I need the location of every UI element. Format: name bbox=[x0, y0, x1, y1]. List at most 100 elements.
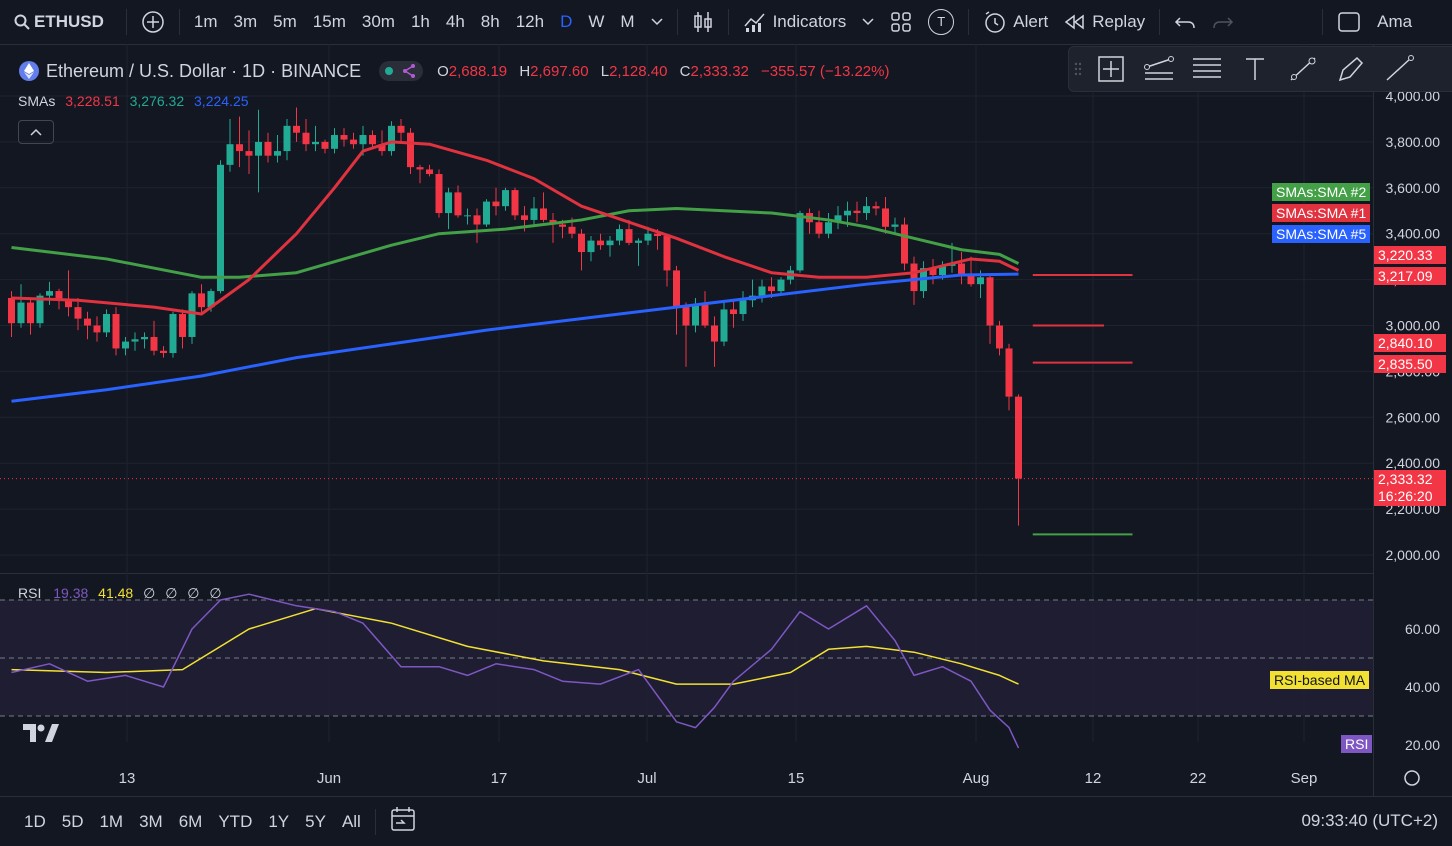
interval-30m-button[interactable]: 30m bbox=[361, 12, 395, 31]
range-1m-button[interactable]: 1M bbox=[99, 811, 124, 831]
text-tool[interactable] bbox=[1231, 56, 1279, 82]
tradingview-logo[interactable] bbox=[22, 722, 60, 749]
candle-body bbox=[217, 164, 224, 292]
candle-body bbox=[473, 215, 481, 225]
main-legend: Ethereum / U.S. Dollar · 1D · BINANCE O2… bbox=[18, 60, 897, 82]
range-5d-button[interactable]: 5D bbox=[61, 811, 84, 831]
interval-3m-button[interactable]: 3m bbox=[233, 12, 258, 31]
candle-body bbox=[8, 297, 15, 324]
interval-15m-button[interactable]: 15m bbox=[312, 12, 346, 31]
interval-1m-button[interactable]: 1m bbox=[193, 12, 218, 31]
range-3m-button[interactable]: 3M bbox=[139, 811, 163, 831]
crosshair-tool[interactable] bbox=[1087, 55, 1135, 83]
chevron-down-icon bbox=[862, 18, 874, 26]
fullscreen-button[interactable] bbox=[1329, 0, 1369, 44]
price-tick-label: 2,400.00 bbox=[1386, 455, 1441, 471]
line-tool[interactable] bbox=[1375, 55, 1423, 83]
interval-m-button[interactable]: M bbox=[620, 12, 635, 31]
range-5y-button[interactable]: 5Y bbox=[305, 811, 326, 831]
symbol-title[interactable]: Ethereum / U.S. Dollar · 1D · BINANCE bbox=[46, 60, 362, 81]
range-6m-button[interactable]: 6M bbox=[178, 811, 203, 831]
interval-w-button[interactable]: W bbox=[588, 12, 605, 31]
clock[interactable]: 09:33:40 (UTC+2) bbox=[1301, 811, 1438, 830]
interval-d-button[interactable]: D bbox=[560, 12, 573, 31]
rsi-legend[interactable]: RSI 19.38 41.48 ∅ ∅ ∅ ∅ bbox=[18, 585, 222, 602]
price-badge-3: 2,840.10 bbox=[1374, 334, 1446, 352]
gear-icon[interactable] bbox=[1404, 770, 1420, 786]
separator bbox=[1322, 9, 1324, 35]
replay-button[interactable]: Replay bbox=[1056, 0, 1153, 44]
drag-handle[interactable] bbox=[1069, 62, 1087, 76]
chart-type-button[interactable] bbox=[684, 0, 722, 44]
fib-retracement-icon bbox=[1193, 58, 1221, 78]
interval-8h-button[interactable]: 8h bbox=[480, 12, 500, 31]
change-value: −355.57 (−13.22%) bbox=[761, 62, 890, 80]
interval-dropdown[interactable] bbox=[643, 0, 671, 44]
crosshair-icon bbox=[1098, 56, 1124, 82]
templates-button[interactable] bbox=[882, 0, 920, 44]
high-value: 2,697.60 bbox=[530, 62, 589, 80]
fib-tool[interactable] bbox=[1183, 55, 1231, 83]
candle-body bbox=[939, 265, 946, 276]
price-badge-4: 2,835.50 bbox=[1374, 355, 1446, 373]
compare-button[interactable] bbox=[133, 0, 173, 44]
chevron-up-icon bbox=[30, 128, 42, 136]
price-tick-label: 3,800.00 bbox=[1386, 134, 1441, 150]
candle-body bbox=[739, 300, 747, 315]
brush-tool[interactable] bbox=[1279, 55, 1327, 83]
share-icon bbox=[403, 64, 416, 78]
smas-legend[interactable]: SMAs 3,228.51 3,276.32 3,224.25 bbox=[18, 93, 249, 109]
pane-separator bbox=[0, 573, 1373, 574]
trend-lines-tool[interactable] bbox=[1135, 55, 1183, 83]
candle-body bbox=[293, 125, 300, 133]
interval-4h-button[interactable]: 4h bbox=[445, 12, 465, 31]
candle-body bbox=[901, 224, 908, 264]
interval-5m-button[interactable]: 5m bbox=[273, 12, 297, 31]
trading-button[interactable]: T bbox=[920, 0, 962, 44]
indicators-label: Indicators bbox=[772, 12, 847, 31]
range-1y-button[interactable]: 1Y bbox=[268, 811, 290, 831]
indicators-dropdown[interactable] bbox=[854, 0, 882, 44]
truncated-menu[interactable]: Ama bbox=[1369, 0, 1420, 44]
symbol-search[interactable]: ETHUSD bbox=[0, 0, 112, 44]
price-tick-label: 3,000.00 bbox=[1386, 318, 1441, 334]
candle-body bbox=[825, 222, 832, 234]
range-all-button[interactable]: All bbox=[341, 811, 361, 831]
pen-tool[interactable] bbox=[1327, 55, 1375, 83]
candle-body bbox=[264, 141, 272, 156]
indicators-button[interactable]: Indicators bbox=[735, 0, 855, 44]
redo-button[interactable] bbox=[1204, 0, 1242, 44]
undo-button[interactable] bbox=[1166, 0, 1204, 44]
range-1d-button[interactable]: 1D bbox=[24, 811, 46, 831]
range-ytd-button[interactable]: YTD bbox=[218, 811, 253, 831]
chart-area[interactable]: 4,000.003,800.003,600.003,400.003,200.00… bbox=[0, 44, 1452, 796]
candle-body bbox=[141, 336, 148, 340]
goto-date-button[interactable] bbox=[382, 806, 424, 837]
interval-1h-button[interactable]: 1h bbox=[410, 12, 430, 31]
sma5-value: 3,224.25 bbox=[194, 93, 249, 109]
interval-12h-button[interactable]: 12h bbox=[515, 12, 545, 31]
collapse-legend-button[interactable] bbox=[18, 120, 54, 144]
candle-body bbox=[46, 291, 53, 296]
market-status[interactable] bbox=[379, 61, 424, 81]
range-list: 1D 5D 1M 3M 6M YTD 1Y 5Y All bbox=[0, 812, 369, 832]
price-axis-border bbox=[1373, 44, 1374, 796]
candle-body bbox=[84, 318, 91, 326]
rsi-ma-value: 41.48 bbox=[98, 585, 134, 601]
candle-body bbox=[872, 206, 880, 209]
rsi-ma-badge: RSI-based MA bbox=[1270, 671, 1370, 689]
indicators-icon bbox=[744, 13, 765, 32]
separator bbox=[676, 9, 678, 35]
candle-body bbox=[445, 192, 452, 214]
price-badge-1: 3,220.33 bbox=[1374, 246, 1446, 264]
alert-button[interactable]: Alert bbox=[975, 0, 1056, 44]
candle-body bbox=[388, 125, 395, 152]
candle-body bbox=[188, 293, 196, 337]
price-tick-label: 4,000.00 bbox=[1386, 88, 1441, 104]
candles-icon bbox=[693, 12, 712, 32]
separator bbox=[125, 9, 127, 35]
candle-body bbox=[996, 325, 1003, 349]
candle-body bbox=[1005, 348, 1013, 397]
last-price-badge: 2,333.32 16:26:20 bbox=[1374, 470, 1446, 506]
interval-list: 1m 3m 5m 15m 30m 1h 4h 8h 12h D W M bbox=[186, 0, 643, 44]
